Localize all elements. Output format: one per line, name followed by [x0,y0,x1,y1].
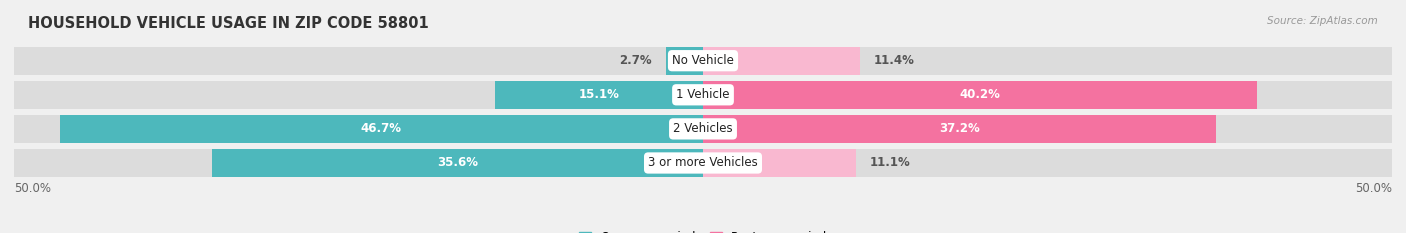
Text: No Vehicle: No Vehicle [672,54,734,67]
Text: 11.4%: 11.4% [875,54,915,67]
Text: 2.7%: 2.7% [620,54,652,67]
Text: 40.2%: 40.2% [959,88,1001,101]
Legend: Owner-occupied, Renter-occupied: Owner-occupied, Renter-occupied [574,226,832,233]
Bar [14,81,1392,109]
Text: Source: ZipAtlas.com: Source: ZipAtlas.com [1267,16,1378,26]
Text: 50.0%: 50.0% [14,182,51,195]
Bar [703,115,1216,143]
Bar [14,149,1392,177]
Text: 3 or more Vehicles: 3 or more Vehicles [648,157,758,169]
Bar [703,149,856,177]
Text: 46.7%: 46.7% [361,122,402,135]
Text: 37.2%: 37.2% [939,122,980,135]
Text: 15.1%: 15.1% [578,88,620,101]
Text: 11.1%: 11.1% [870,157,911,169]
Text: 2 Vehicles: 2 Vehicles [673,122,733,135]
Text: 1 Vehicle: 1 Vehicle [676,88,730,101]
Bar [14,47,1392,75]
Text: 50.0%: 50.0% [1355,182,1392,195]
Text: 35.6%: 35.6% [437,157,478,169]
Bar [14,115,1392,143]
Bar [703,47,860,75]
Text: HOUSEHOLD VEHICLE USAGE IN ZIP CODE 58801: HOUSEHOLD VEHICLE USAGE IN ZIP CODE 5880… [28,16,429,31]
Bar [703,81,1257,109]
Bar [59,115,703,143]
Bar [666,47,703,75]
Bar [212,149,703,177]
Bar [495,81,703,109]
